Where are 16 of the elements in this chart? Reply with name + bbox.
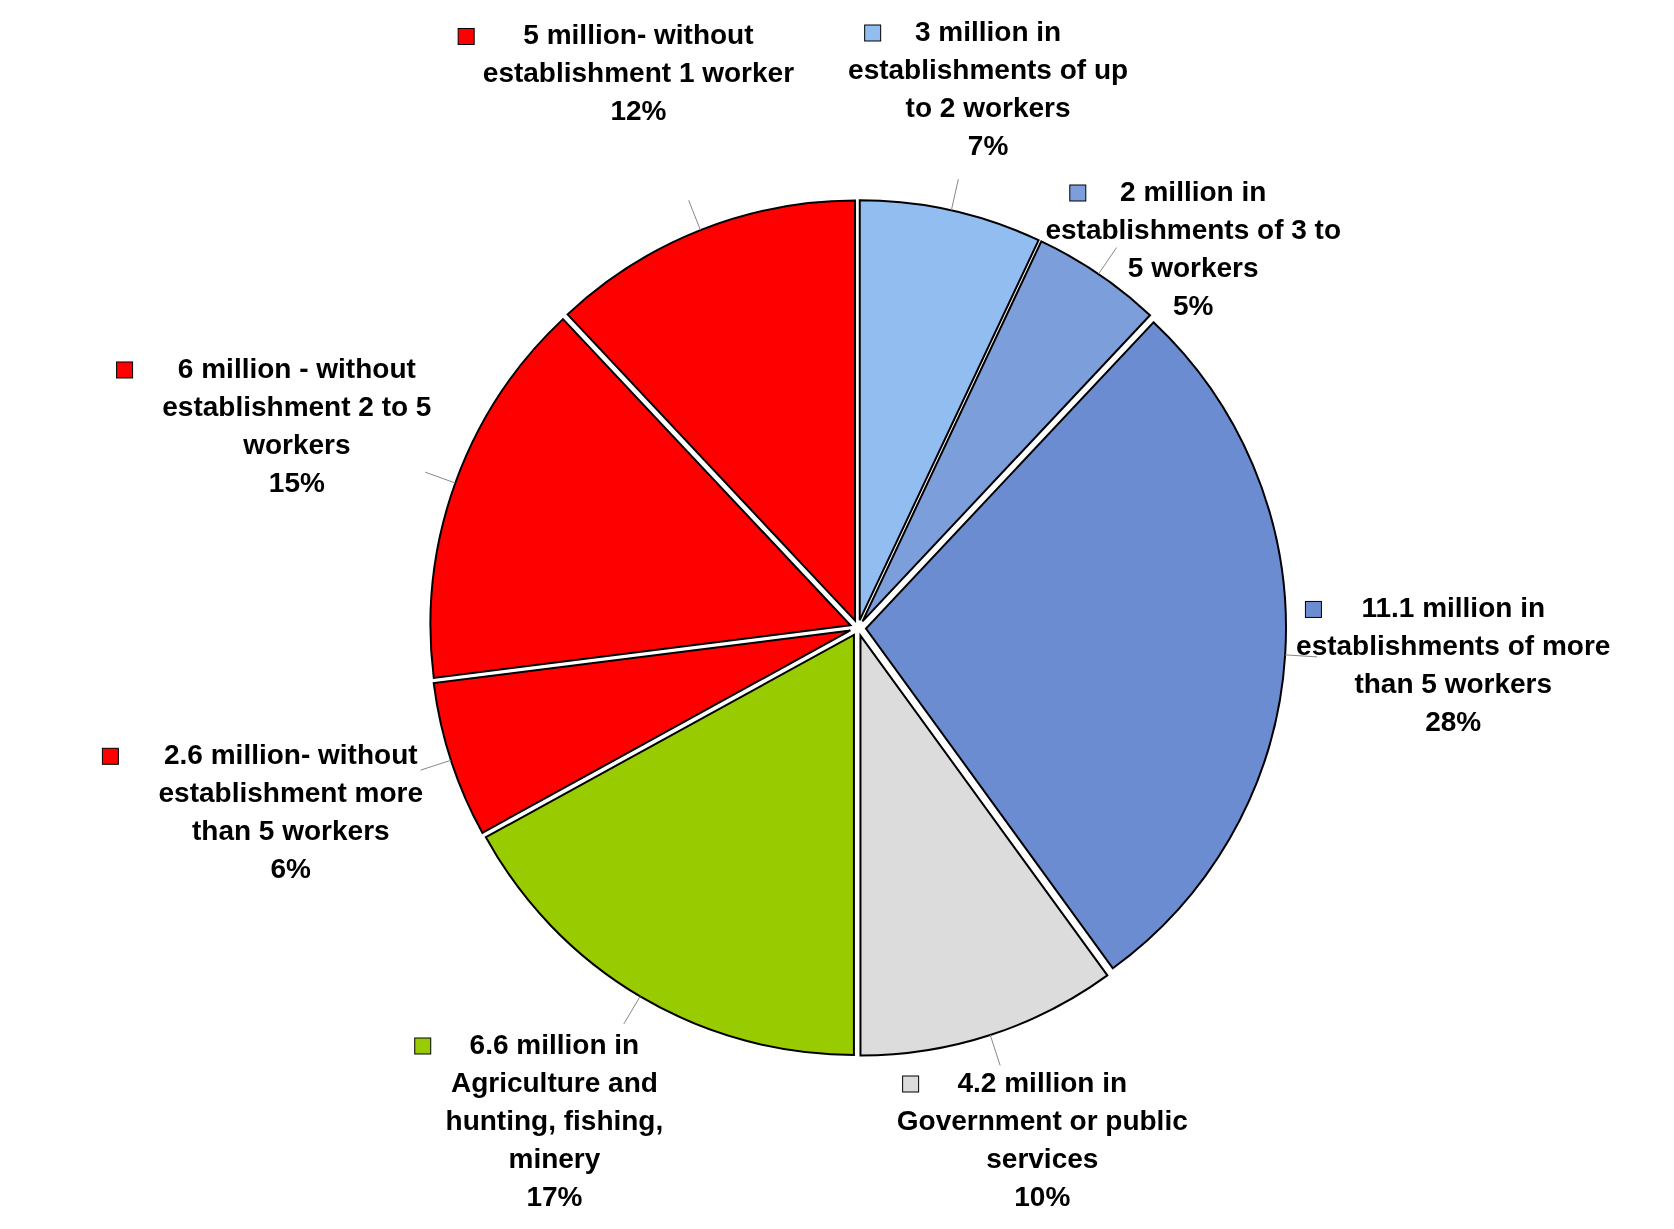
data-label: 6% xyxy=(270,853,312,885)
legend-label: 6 million - without establishment 2 to 5 workers xyxy=(162,352,432,460)
data-label: 12% xyxy=(610,95,667,127)
legend-label: 2.6 million- without establishment more than 5 workers xyxy=(158,739,424,847)
data-label: 15% xyxy=(268,466,325,498)
legend-label: 6.6 million in Agriculture and hunting, fishing, minery xyxy=(445,1029,664,1174)
data-label: 10% xyxy=(1014,1181,1071,1212)
legend-label: 3 million in establishments of up to 2 workers xyxy=(848,16,1129,123)
data-label: 7% xyxy=(967,130,1009,161)
legend-label: 5 million- without establishment 1 worker xyxy=(482,19,795,89)
legend-label: 11.1 million in establishments of more than 5 workers xyxy=(1296,592,1611,700)
data-label: 17% xyxy=(526,1181,583,1212)
data-label: 5% xyxy=(1172,290,1214,321)
data-label: 28% xyxy=(1425,706,1482,738)
legend-label: 4.2 million in Government or public services xyxy=(896,1067,1188,1174)
legend-label: 2 million in establishments of 3 to 5 workers xyxy=(1045,176,1342,283)
